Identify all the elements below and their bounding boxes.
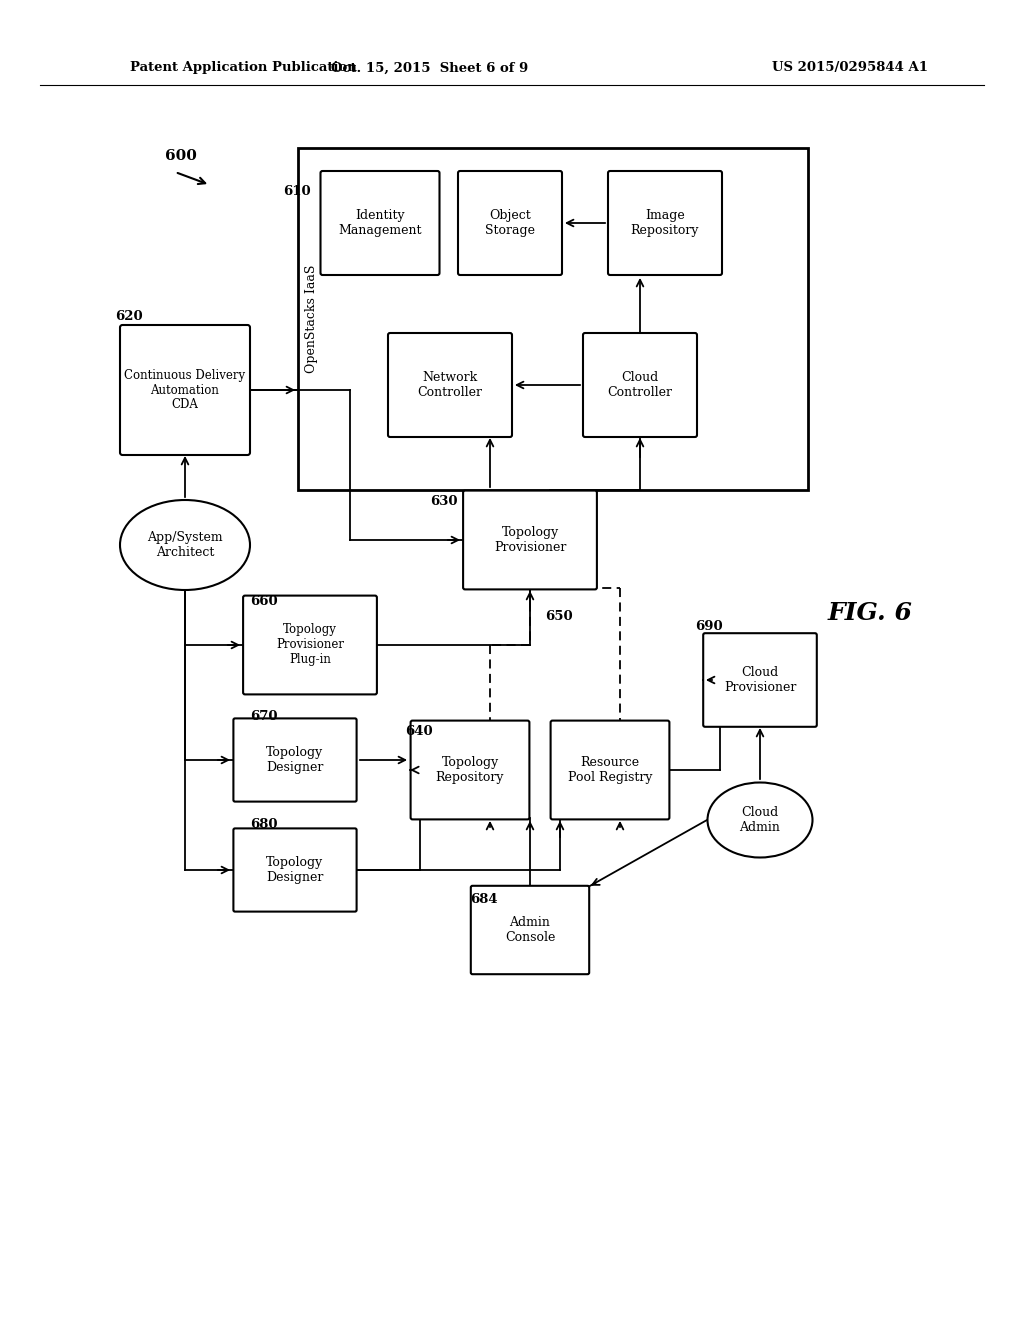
FancyBboxPatch shape [583,333,697,437]
Text: Network
Controller: Network Controller [418,371,482,399]
Ellipse shape [120,500,250,590]
Text: Resource
Pool Registry: Resource Pool Registry [567,756,652,784]
Text: Identity
Management: Identity Management [338,209,422,238]
FancyBboxPatch shape [233,718,356,801]
Bar [298,148,808,490]
Text: Admin
Console: Admin Console [505,916,555,944]
Text: 610: 610 [283,185,310,198]
Text: 640: 640 [406,725,432,738]
Text: FIG. 6: FIG. 6 [827,601,912,624]
Text: Topology
Designer: Topology Designer [266,746,324,774]
Text: App/System
Architect: App/System Architect [147,531,223,558]
FancyBboxPatch shape [608,172,722,275]
Text: 630: 630 [430,495,458,508]
FancyBboxPatch shape [551,721,670,820]
Ellipse shape [708,783,812,858]
Text: 620: 620 [115,310,142,323]
FancyBboxPatch shape [463,491,597,590]
Text: Object
Storage: Object Storage [485,209,535,238]
FancyBboxPatch shape [233,829,356,912]
Text: Cloud
Admin: Cloud Admin [739,807,780,834]
Text: Topology
Provisioner: Topology Provisioner [494,525,566,554]
FancyBboxPatch shape [411,721,529,820]
FancyBboxPatch shape [703,634,817,727]
FancyBboxPatch shape [321,172,439,275]
Text: 650: 650 [545,610,572,623]
Text: Image
Repository: Image Repository [631,209,699,238]
Text: 600: 600 [165,149,197,162]
Text: 670: 670 [250,710,278,723]
Text: Topology
Repository: Topology Repository [436,756,504,784]
FancyBboxPatch shape [120,325,250,455]
Text: Cloud
Controller: Cloud Controller [607,371,673,399]
Text: Topology
Provisioner
Plug-in: Topology Provisioner Plug-in [276,623,344,667]
Text: 690: 690 [695,620,723,634]
Text: 684: 684 [470,894,498,906]
Text: Continuous Delivery
Automation
CDA: Continuous Delivery Automation CDA [125,368,246,412]
Text: Cloud
Provisioner: Cloud Provisioner [724,667,797,694]
FancyBboxPatch shape [388,333,512,437]
FancyBboxPatch shape [471,886,589,974]
FancyBboxPatch shape [458,172,562,275]
Text: 660: 660 [250,595,278,609]
Text: 680: 680 [250,818,278,832]
Text: Patent Application Publication: Patent Application Publication [130,62,356,74]
Text: Oct. 15, 2015  Sheet 6 of 9: Oct. 15, 2015 Sheet 6 of 9 [332,62,528,74]
FancyBboxPatch shape [243,595,377,694]
Text: US 2015/0295844 A1: US 2015/0295844 A1 [772,62,928,74]
Text: OpenStacks IaaS: OpenStacks IaaS [305,265,318,374]
Text: Topology
Designer: Topology Designer [266,855,324,884]
